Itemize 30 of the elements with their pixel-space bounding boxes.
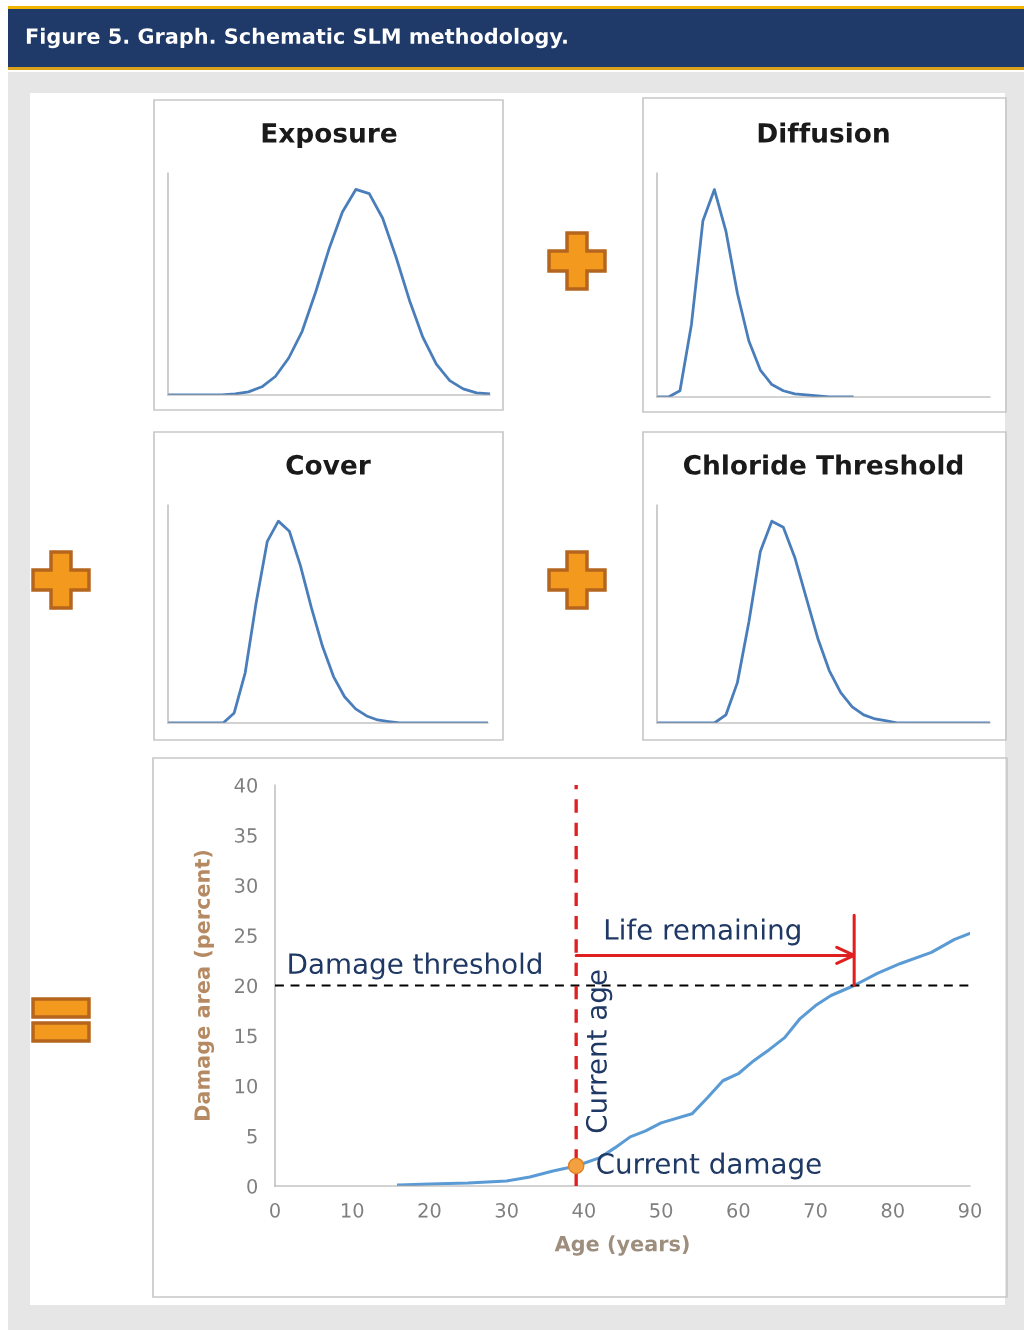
y-tick-label: 10 [235,1078,258,1094]
y-tick-label: 30 [235,878,258,893]
x-tick-label: 30 [495,1203,518,1218]
annotation: Current damage [597,1152,821,1180]
x-tick-label: 70 [804,1203,827,1218]
x-tick-label: 60 [727,1203,750,1218]
y-axis-title: Damage area (percent) [193,850,215,1120]
ref-line-label: Current age [585,970,613,1133]
x-tick-label: 20 [418,1203,441,1218]
chart-title: Diffusion [758,122,889,143]
x-tick-label: 0 [270,1203,280,1218]
ref-line-label: Damage threshold [289,952,541,980]
y-tick-label: 0 [247,1178,258,1194]
x-tick-label: 50 [650,1203,673,1218]
chart-title: Chloride Threshold [684,454,963,475]
chart-title: Cover [286,454,371,475]
caption: Figure 5. Graph. Schematic SLM methodology. [26,27,567,49]
y-tick-label: 5 [247,1129,257,1144]
x-tick-label: 40 [572,1203,595,1218]
x-tick-label: 80 [881,1203,904,1218]
y-tick-label: 35 [235,828,257,843]
x-tick-label: 90 [958,1203,982,1218]
x-axis-title: Age (years) [554,1235,689,1256]
x-tick-label: 10 [341,1203,364,1218]
annotation: Life remaining [605,918,800,946]
chart-title: Exposure [262,123,397,148]
y-tick-label: 25 [235,928,257,944]
y-tick-label: 20 [235,978,258,994]
y-tick-label: 40 [234,777,258,793]
y-tick-label: 15 [235,1028,257,1044]
